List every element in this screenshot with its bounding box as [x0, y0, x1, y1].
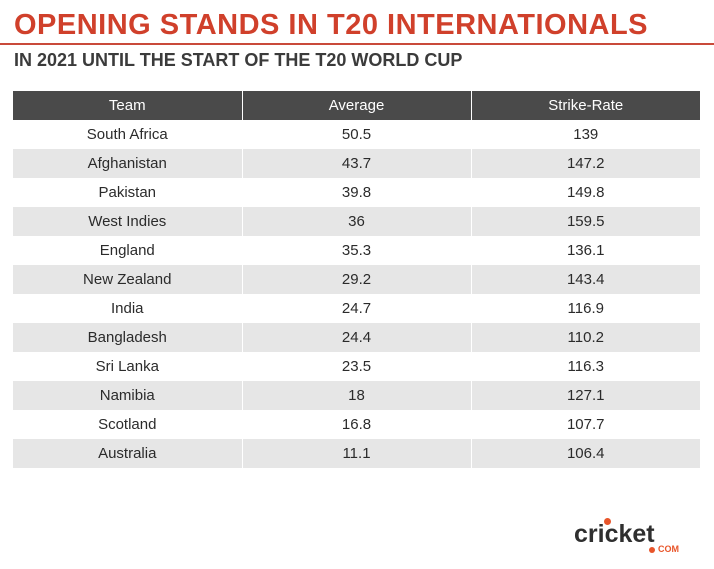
table-row: Pakistan 39.8 149.8	[13, 178, 700, 207]
table-row: Scotland 16.8 107.7	[13, 410, 700, 439]
average-cell: 18	[241, 381, 471, 410]
column-header-team: Team	[13, 91, 242, 120]
table-row: Namibia 18 127.1	[13, 381, 700, 410]
team-cell: Pakistan	[13, 178, 242, 207]
team-cell: Scotland	[13, 410, 242, 439]
average-cell: 39.8	[241, 178, 471, 207]
average-cell: 50.5	[241, 120, 471, 149]
column-header-average: Average	[241, 91, 471, 120]
stats-table: Team Average Strike-Rate South Africa 50.…	[13, 91, 700, 468]
table-row: Australia 11.1 106.4	[13, 439, 700, 468]
table-row: Afghanistan 43.7 147.2	[13, 149, 700, 178]
strike-rate-cell: 116.9	[470, 294, 700, 323]
strike-rate-cell: 106.4	[470, 439, 700, 468]
average-cell: 24.7	[241, 294, 471, 323]
table-row: Sri Lanka 23.5 116.3	[13, 352, 700, 381]
column-header-strike-rate: Strike-Rate	[470, 91, 700, 120]
chart-subtitle: IN 2021 UNTIL THE START OF THE T20 WORLD…	[14, 50, 463, 70]
strike-rate-cell: 107.7	[470, 410, 700, 439]
strike-rate-cell: 159.5	[470, 207, 700, 236]
team-cell: Australia	[13, 439, 242, 468]
team-cell: Afghanistan	[13, 149, 242, 178]
strike-rate-cell: 127.1	[470, 381, 700, 410]
average-cell: 11.1	[241, 439, 471, 468]
table-row: India 24.7 116.9	[13, 294, 700, 323]
average-cell: 24.4	[241, 323, 471, 352]
chart-title: OPENING STANDS IN T20 INTERNATIONALS	[14, 9, 649, 41]
cricket-com-logo: cricket COM	[574, 518, 689, 558]
average-cell: 35.3	[241, 236, 471, 265]
average-cell: 23.5	[241, 352, 471, 381]
table-row: West Indies 36 159.5	[13, 207, 700, 236]
table-body: South Africa 50.5 139 Afghanistan 43.7 147.2 P…	[13, 120, 700, 468]
logo-accent-dot	[604, 518, 611, 525]
team-cell: South Africa	[13, 120, 242, 149]
strike-rate-cell: 110.2	[470, 323, 700, 352]
logo-accent-dot	[649, 547, 655, 553]
team-cell: India	[13, 294, 242, 323]
average-cell: 36	[241, 207, 471, 236]
table-row: New Zealand 29.2 143.4	[13, 265, 700, 294]
strike-rate-cell: 139	[470, 120, 700, 149]
average-cell: 16.8	[241, 410, 471, 439]
team-cell: Namibia	[13, 381, 242, 410]
strike-rate-cell: 147.2	[470, 149, 700, 178]
average-cell: 29.2	[241, 265, 471, 294]
table-row: England 35.3 136.1	[13, 236, 700, 265]
logo-suffix: COM	[658, 544, 679, 554]
strike-rate-cell: 149.8	[470, 178, 700, 207]
team-cell: Sri Lanka	[13, 352, 242, 381]
table-row: Bangladesh 24.4 110.2	[13, 323, 700, 352]
team-cell: Bangladesh	[13, 323, 242, 352]
strike-rate-cell: 116.3	[470, 352, 700, 381]
table-row: South Africa 50.5 139	[13, 120, 700, 149]
team-cell: West Indies	[13, 207, 242, 236]
team-cell: New Zealand	[13, 265, 242, 294]
header-row: Team Average Strike-Rate	[13, 91, 700, 120]
average-cell: 43.7	[241, 149, 471, 178]
strike-rate-cell: 136.1	[470, 236, 700, 265]
title-divider	[0, 43, 714, 45]
strike-rate-cell: 143.4	[470, 265, 700, 294]
logo-wordmark: cricket	[574, 520, 655, 548]
team-cell: England	[13, 236, 242, 265]
